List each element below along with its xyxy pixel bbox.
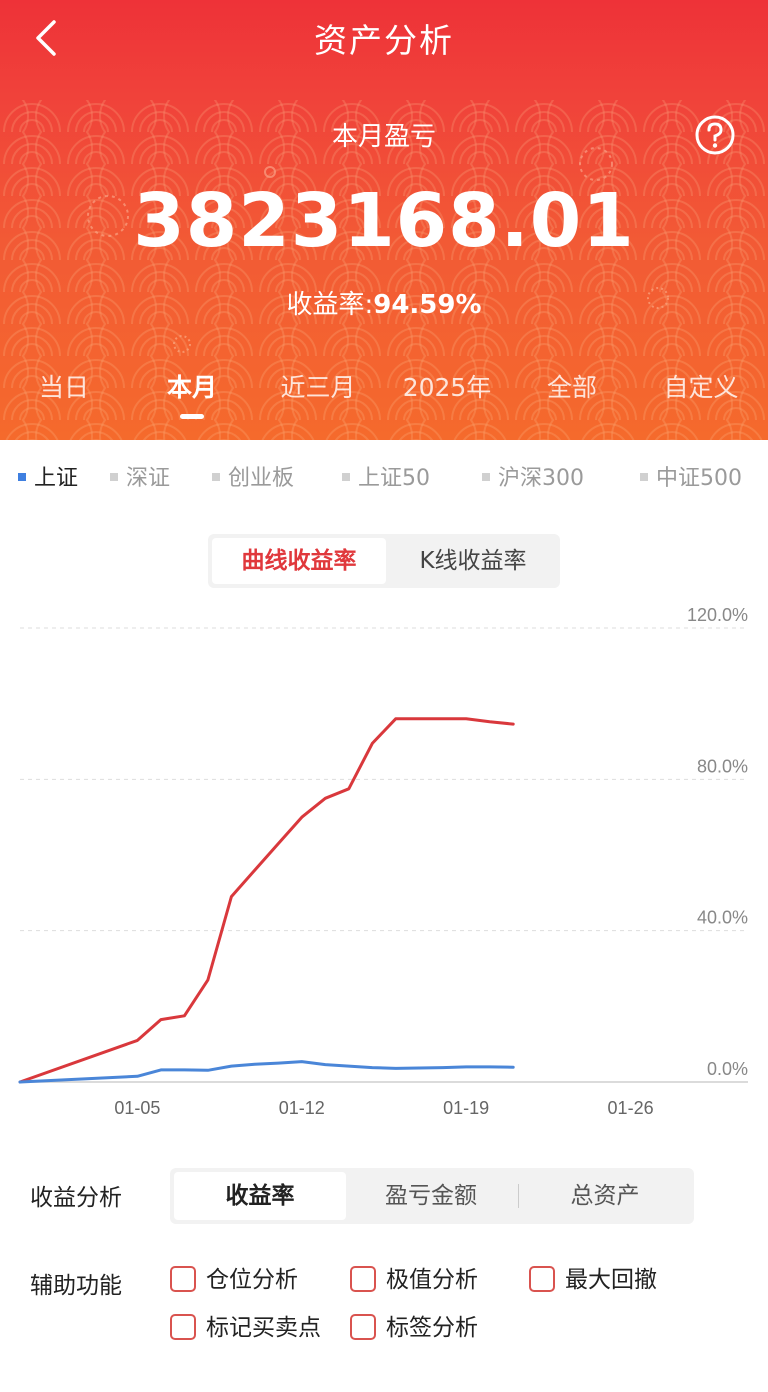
nav-bar: 资产分析: [0, 0, 768, 80]
max-drawdown-checkbox[interactable]: 最大回撤: [529, 1264, 657, 1300]
index-tab-label: 上证50: [358, 466, 430, 491]
month-pnl-amount: 3823168.01: [133, 178, 635, 264]
checkbox-icon: [350, 1265, 376, 1292]
month-pnl-label: 本月盈亏: [331, 122, 436, 152]
index-tab-label: 深证: [126, 466, 171, 491]
help-button[interactable]: [694, 114, 736, 156]
checkbox-icon: [350, 1313, 376, 1340]
checkbox-label: 标记买卖点: [206, 1315, 321, 1341]
period-tabs: 当日 本月 近三月 2025年 全部 自定义: [0, 366, 768, 426]
checkbox-icon: [529, 1265, 555, 1292]
checkbox-label: 仓位分析: [206, 1267, 298, 1293]
checkbox-label: 标签分析: [386, 1315, 478, 1341]
index-dot: [110, 473, 118, 481]
curve-return-button[interactable]: 曲线收益率: [212, 538, 386, 584]
index-dot: [482, 473, 490, 481]
position-analysis-checkbox[interactable]: 仓位分析: [170, 1264, 298, 1300]
index-dot: [212, 473, 220, 481]
tab-this-month[interactable]: 本月: [166, 373, 217, 402]
index-tab-label: 创业板: [228, 466, 295, 491]
index-return-line: [18, 1060, 515, 1084]
portfolio-return-line: [18, 717, 515, 1084]
y-tick-label: 40.0%: [697, 908, 748, 928]
checkbox-icon: [170, 1313, 196, 1340]
index-tab-shanghai[interactable]: 上证: [18, 462, 78, 496]
analysis-return-rate-button[interactable]: 收益率: [174, 1172, 346, 1220]
firework-decoration: [87, 147, 669, 353]
divider: [518, 1184, 519, 1208]
tab-today[interactable]: 当日: [38, 373, 89, 402]
x-tick-label: 01-26: [608, 1098, 654, 1118]
return-chart-svg: 0.0% 40.0% 80.0% 120.0% 01-05 01-12 01-19 01-26: [18, 605, 748, 1118]
aux-label: 辅助功能: [30, 1273, 122, 1299]
tab-three-months[interactable]: 近三月: [280, 373, 356, 402]
index-dot: [640, 473, 648, 481]
back-button[interactable]: [24, 14, 72, 62]
kline-return-button[interactable]: K线收益率: [419, 548, 527, 574]
x-tick-label: 01-05: [114, 1098, 160, 1118]
tab-custom[interactable]: 自定义: [663, 373, 739, 402]
return-rate-value: 94.59%: [373, 290, 482, 320]
return-rate-label: 收益率:: [286, 290, 374, 320]
analysis-pnl-amount-button[interactable]: 盈亏金额: [385, 1183, 477, 1209]
index-tab-chinext[interactable]: 创业板: [212, 462, 294, 496]
index-tab-sse50[interactable]: 上证50: [342, 462, 430, 496]
tab-year-2025[interactable]: 2025年: [402, 373, 492, 402]
index-tab-shenzhen[interactable]: 深证: [110, 462, 170, 496]
chart-view-toggle: 曲线收益率 K线收益率: [208, 534, 560, 588]
checkbox-label: 最大回撤: [565, 1267, 657, 1293]
index-dot: [18, 473, 26, 481]
checkbox-icon: [170, 1265, 196, 1292]
index-tab-csi500[interactable]: 中证500: [640, 462, 742, 496]
active-tab-indicator: [180, 414, 204, 419]
analysis-toggle: 收益率 盈亏金额 总资产: [170, 1168, 694, 1224]
asset-header: 资产分析 本月盈亏 3823168.01 收益率:94.59% 当日 本月 近三…: [0, 0, 768, 440]
index-tabs: 上证 深证 创业板 上证50 沪深300 中证500: [0, 462, 768, 498]
y-tick-label: 0.0%: [707, 1059, 748, 1079]
index-tab-csi300[interactable]: 沪深300: [482, 462, 584, 496]
index-tab-label: 上证: [34, 466, 79, 491]
index-tab-label: 沪深300: [498, 466, 584, 491]
analysis-total-assets-button[interactable]: 总资产: [570, 1183, 640, 1209]
tab-all[interactable]: 全部: [546, 373, 597, 402]
index-dot: [342, 473, 350, 481]
index-tab-label: 中证500: [656, 466, 742, 491]
chevron-left-icon: [36, 20, 56, 56]
return-chart: 0.0% 40.0% 80.0% 120.0% 01-05 01-12 01-19 01-26: [0, 590, 768, 1130]
checkbox-label: 极值分析: [386, 1267, 478, 1293]
tag-analysis-checkbox[interactable]: 标签分析: [350, 1312, 478, 1348]
analysis-label: 收益分析: [30, 1185, 122, 1211]
wave-pattern-decoration: [0, 100, 768, 440]
x-tick-label: 01-19: [443, 1098, 489, 1118]
page-title: 资产分析: [314, 21, 454, 60]
extreme-analysis-checkbox[interactable]: 极值分析: [350, 1264, 478, 1300]
x-tick-label: 01-12: [279, 1098, 325, 1118]
y-tick-label: 120.0%: [687, 605, 748, 625]
return-rate: 收益率:94.59%: [0, 284, 768, 321]
mark-trades-checkbox[interactable]: 标记买卖点: [170, 1312, 321, 1348]
question-circle-icon: [695, 115, 735, 155]
y-tick-label: 80.0%: [697, 756, 748, 776]
